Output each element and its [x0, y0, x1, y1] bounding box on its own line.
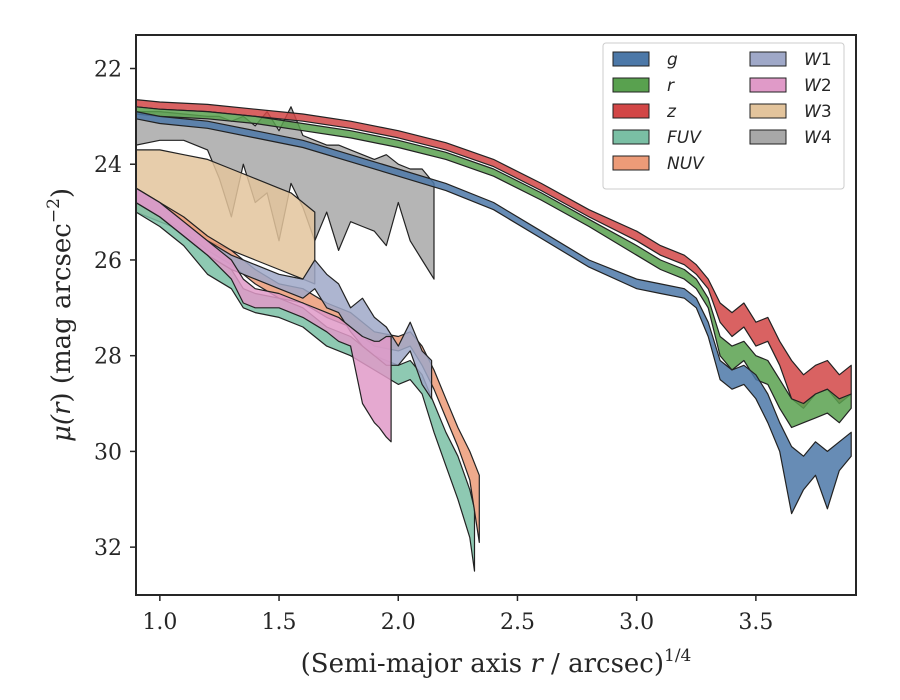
band-r: [136, 106, 852, 429]
legend-label-z: z: [666, 102, 677, 122]
x-tick-label: 2.5: [500, 610, 535, 635]
legend-label-r: r: [667, 76, 675, 96]
legend: grz FUV NUV W1 W2 W3 W4: [602, 42, 845, 190]
x-tick-label: 1.0: [142, 610, 177, 635]
y-axis-ticks: 22 24 26 28 30 32: [94, 58, 136, 561]
legend-swatch-w2: [749, 77, 787, 93]
y-tick-label: 30: [94, 440, 122, 465]
y-tick-label: 24: [94, 153, 122, 178]
y-axis-title-var: r: [47, 401, 77, 415]
x-tick-label: 2.0: [381, 610, 416, 635]
x-axis-title-prefix: (Semi-major axis: [301, 649, 531, 679]
y-tick-label: 32: [94, 536, 122, 561]
y-tick-label: 26: [94, 249, 122, 274]
legend-label-w2: W2: [804, 76, 832, 96]
legend-label-w1: W1: [804, 50, 832, 70]
band-w2: [136, 187, 392, 443]
legend-swatch-nuv: [612, 155, 650, 171]
y-axis-title-exponent: −2: [44, 198, 64, 223]
x-axis-ticks: 1.0 1.5 2.0 2.5 3.0 3.5: [142, 595, 773, 635]
x-axis-title: (Semi-major axis r / arcsec)1/4: [301, 646, 692, 679]
legend-label-w3: W3: [804, 102, 832, 122]
y-tick-label: 28: [94, 345, 122, 370]
legend-label-w4: W4: [804, 128, 832, 148]
legend-swatch-w4: [749, 129, 787, 145]
legend-swatch-g: [612, 51, 650, 67]
legend-swatch-w1: [749, 51, 787, 67]
legend-label-nuv: NUV: [667, 154, 705, 174]
profile-bands: [136, 99, 852, 572]
legend-swatch-r: [612, 77, 650, 93]
y-tick-label: 22: [94, 58, 122, 83]
x-tick-label: 1.5: [262, 610, 297, 635]
legend-swatch-z: [612, 103, 650, 119]
y-axis-title-suffix: ) (mag arcsec: [47, 223, 77, 402]
x-axis-title-suffix: / arcsec): [543, 649, 664, 679]
legend-label-fuv: FUV: [667, 128, 702, 148]
y-axis-title-mu: μ(: [47, 414, 77, 442]
y-axis-title-close: ): [47, 188, 77, 198]
x-axis-title-var: r: [530, 649, 544, 679]
legend-swatch-fuv: [612, 129, 650, 145]
legend-label-g: g: [667, 50, 678, 70]
y-axis-title: μ(r) (mag arcsec−2): [44, 188, 77, 442]
legend-swatch-w3: [749, 103, 787, 119]
x-axis-title-exponent: 1/4: [664, 646, 691, 666]
x-tick-label: 3.0: [619, 610, 654, 635]
plot-frame: [135, 34, 857, 596]
legend-items: grz FUV NUV W1 W2 W3 W4: [612, 50, 832, 174]
band-g: [136, 111, 852, 515]
x-tick-label: 3.5: [738, 610, 773, 635]
